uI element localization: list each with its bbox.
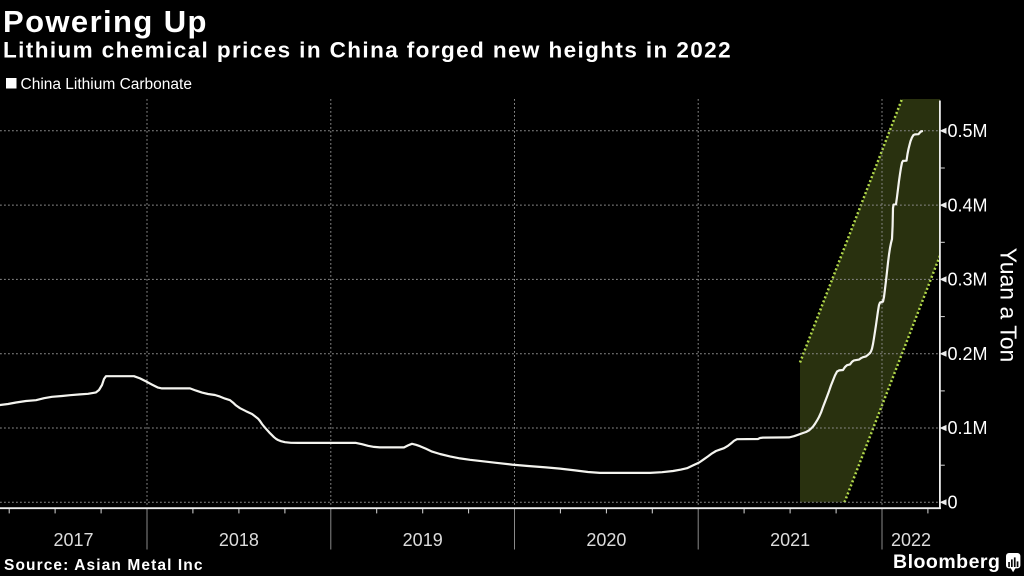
svg-text:0: 0 — [948, 493, 958, 513]
svg-text:0.2M: 0.2M — [948, 344, 988, 364]
svg-text:0.3M: 0.3M — [948, 270, 988, 290]
svg-text:Source: Asian Metal Inc: Source: Asian Metal Inc — [4, 557, 204, 574]
svg-text:Powering Up: Powering Up — [3, 4, 208, 39]
svg-text:2018: 2018 — [219, 530, 259, 550]
svg-text:Yuan a Ton: Yuan a Ton — [996, 248, 1022, 363]
svg-text:China Lithium Carbonate: China Lithium Carbonate — [21, 76, 192, 93]
svg-text:2020: 2020 — [586, 530, 626, 550]
svg-text:2021: 2021 — [770, 530, 810, 550]
svg-text:Lithium chemical prices in Chi: Lithium chemical prices in China forged … — [3, 38, 732, 63]
svg-text:2022: 2022 — [891, 530, 931, 550]
svg-text:0.4M: 0.4M — [948, 195, 988, 215]
svg-text:Bloomberg: Bloomberg — [893, 551, 1000, 573]
svg-text:2017: 2017 — [53, 530, 93, 550]
svg-text:2019: 2019 — [403, 530, 443, 550]
svg-text:0.5M: 0.5M — [948, 121, 988, 141]
svg-text:0.1M: 0.1M — [948, 418, 988, 438]
